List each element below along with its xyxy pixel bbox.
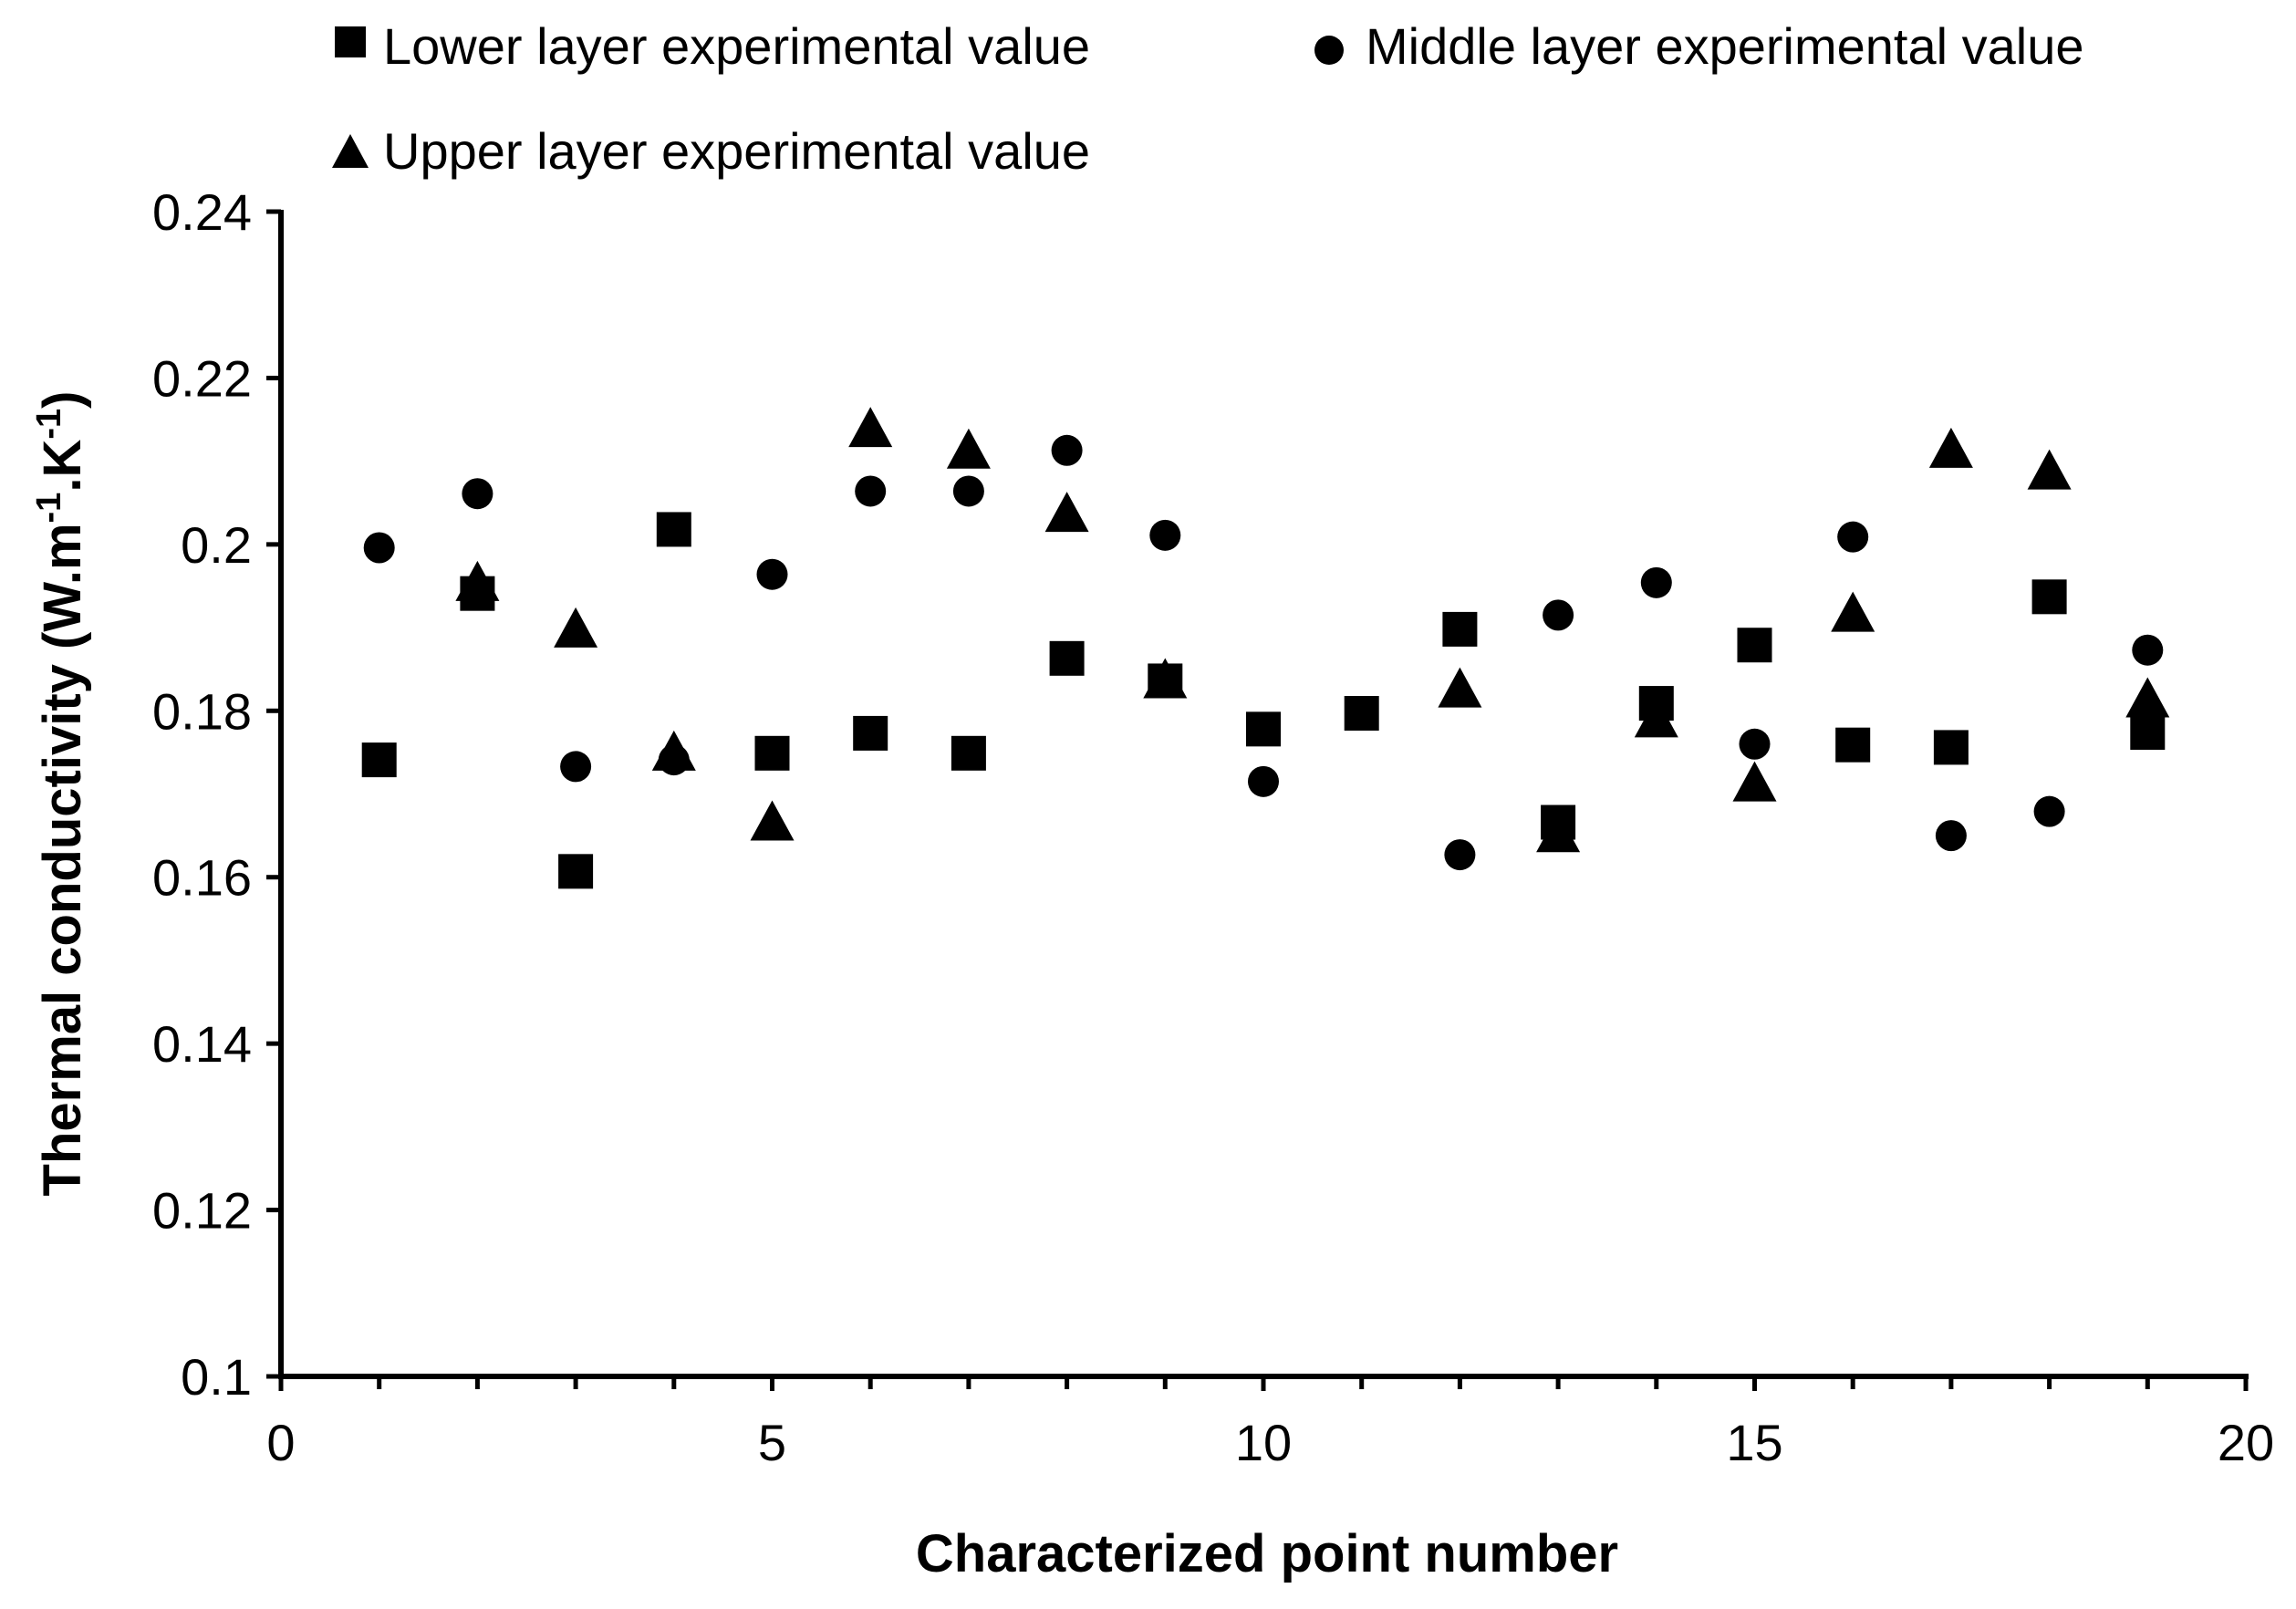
point-circle — [462, 478, 493, 510]
x-tick-label: 0 — [266, 1414, 295, 1471]
point-circle — [855, 475, 887, 507]
point-circle — [1444, 839, 1476, 871]
point-circle — [2132, 634, 2164, 666]
point-square — [951, 735, 986, 771]
point-triangle — [1536, 812, 1581, 853]
y-tick-label: 0.1 — [181, 1348, 252, 1406]
y-tick-label: 0.12 — [152, 1182, 252, 1240]
series-circle — [363, 434, 2164, 871]
point-square — [1344, 696, 1379, 732]
point-triangle — [1928, 427, 1973, 468]
point-triangle — [1732, 761, 1777, 802]
point-circle — [2033, 795, 2065, 827]
legend-label-upper: Upper layer experimental value — [383, 122, 1090, 180]
y-axis-title: Thermal conductivity (W.m-1.K-1) — [30, 391, 92, 1197]
point-triangle — [2125, 677, 2170, 718]
legend: Lower layer experimental value Middle la… — [332, 17, 2084, 180]
legend-triangle-marker — [332, 134, 369, 168]
y-tick-label: 0.2 — [181, 516, 252, 574]
y-tick-label: 0.16 — [152, 849, 252, 907]
point-circle — [1837, 521, 1869, 553]
legend-label-lower: Lower layer experimental value — [383, 17, 1090, 75]
point-square — [1737, 628, 1772, 663]
x-tick-label: 5 — [758, 1414, 786, 1471]
point-circle — [1739, 728, 1771, 760]
legend-item-upper: Upper layer experimental value — [332, 122, 1090, 180]
point-triangle — [1143, 658, 1188, 699]
point-square — [656, 512, 691, 547]
point-triangle — [2027, 449, 2072, 490]
point-triangle — [848, 407, 893, 448]
point-circle — [560, 751, 592, 783]
point-square — [361, 742, 397, 778]
point-triangle — [1438, 667, 1482, 708]
point-square — [2130, 715, 2166, 751]
point-triangle — [1831, 591, 1875, 632]
point-square — [1933, 730, 1969, 765]
series-triangle — [455, 407, 2170, 853]
point-square — [1442, 611, 1478, 647]
y-tick-label: 0.18 — [152, 682, 252, 740]
point-circle — [1640, 566, 1672, 598]
point-triangle — [946, 428, 991, 469]
legend-item-lower: Lower layer experimental value — [335, 17, 1090, 75]
data-points — [361, 407, 2170, 889]
point-square — [1049, 640, 1085, 676]
point-square — [1246, 711, 1281, 747]
axes: 0.1 0.12 0.14 0.16 0.18 0.2 0.22 0.24 0 5 10 15 20 — [152, 183, 2274, 1471]
legend-label-middle: Middle layer experimental value — [1366, 17, 2084, 75]
point-circle — [1543, 599, 1574, 631]
legend-item-middle: Middle layer experimental value — [1314, 17, 2084, 75]
legend-circle-marker — [1314, 36, 1344, 65]
x-tick-label: 15 — [1726, 1414, 1782, 1471]
point-square — [853, 715, 888, 751]
point-circle — [363, 532, 395, 564]
y-tick-label: 0.22 — [152, 349, 252, 407]
legend-square-marker — [335, 26, 366, 57]
point-circle — [1935, 820, 1967, 852]
point-triangle — [1634, 697, 1678, 738]
point-triangle — [1044, 492, 1089, 533]
point-triangle — [455, 560, 500, 601]
y-tick-label: 0.14 — [152, 1015, 252, 1073]
point-square — [1835, 727, 1871, 763]
point-circle — [756, 558, 788, 590]
series-square — [361, 512, 2166, 889]
point-triangle — [554, 607, 598, 648]
point-circle — [1248, 765, 1279, 797]
y-tick-label: 0.24 — [152, 183, 252, 241]
point-triangle — [750, 800, 795, 841]
point-square — [754, 735, 790, 771]
x-tick-label: 10 — [1235, 1414, 1292, 1471]
point-circle — [1149, 519, 1181, 551]
point-square — [558, 854, 594, 889]
point-circle — [952, 475, 984, 507]
x-axis-title: Characterized point number — [916, 1524, 1618, 1583]
point-triangle — [651, 730, 696, 771]
x-tick-label: 20 — [2218, 1414, 2274, 1471]
point-circle — [1051, 434, 1083, 466]
point-square — [2031, 579, 2067, 615]
